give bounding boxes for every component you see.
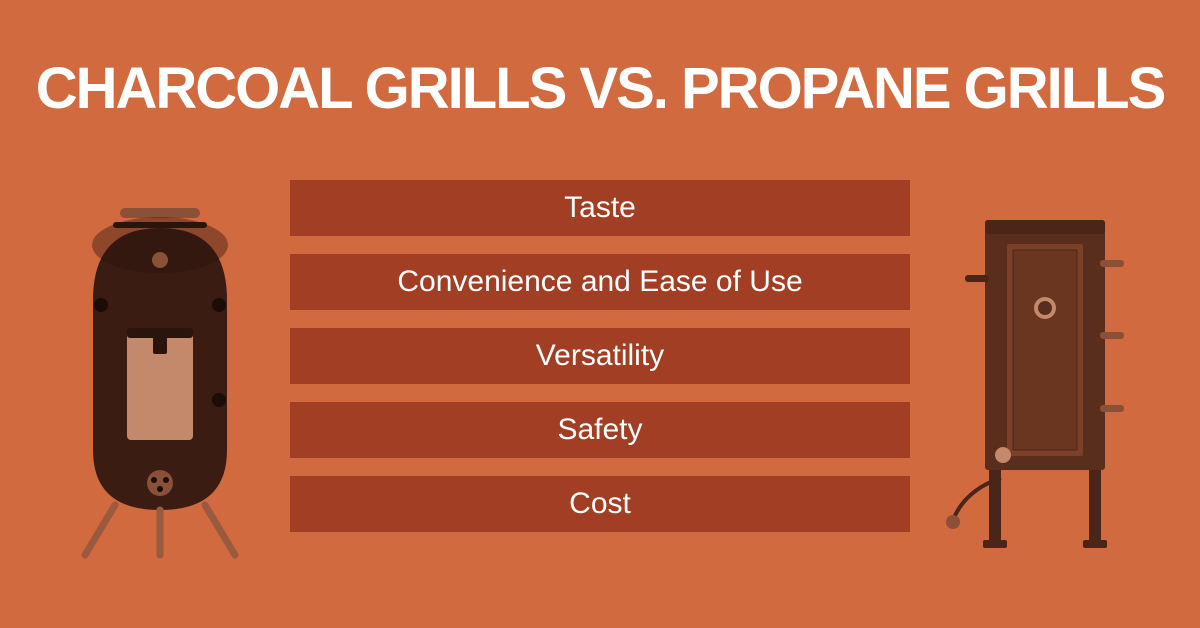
comparison-list: Taste Convenience and Ease of Use Versat… [290, 180, 910, 532]
page-title: CHARCOAL GRILLS VS. PROPANE GRILLS [0, 0, 1200, 122]
bar-convenience: Convenience and Ease of Use [290, 254, 910, 310]
bar-safety: Safety [290, 402, 910, 458]
bar-taste: Taste [290, 180, 910, 236]
bar-versatility: Versatility [290, 328, 910, 384]
propane-grill-icon [945, 210, 1135, 565]
bar-cost: Cost [290, 476, 910, 532]
charcoal-grill-icon [55, 200, 265, 565]
